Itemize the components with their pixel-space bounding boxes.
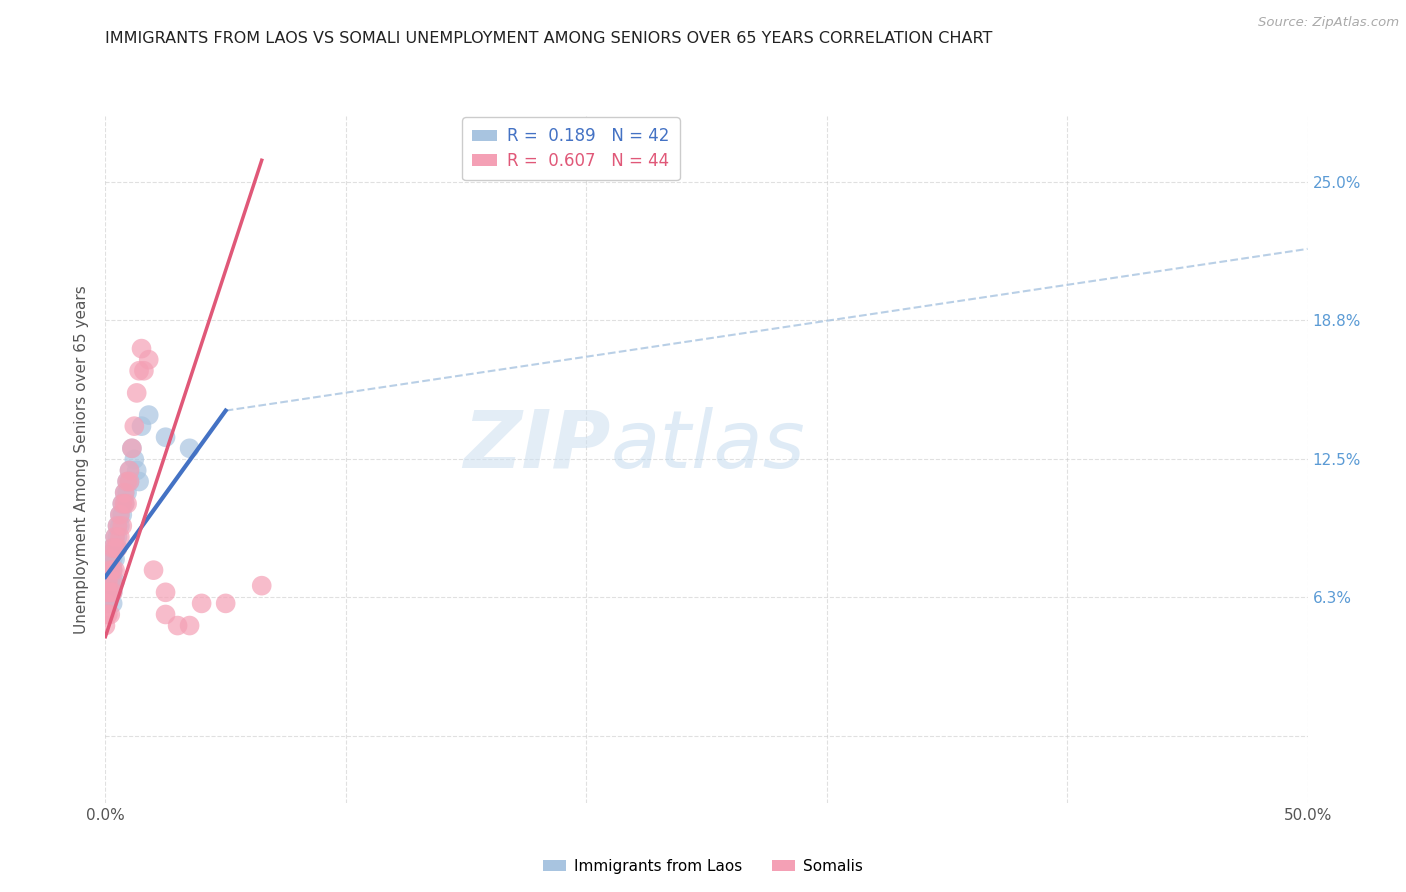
- Point: [155, 430, 177, 444]
- Point: [104, 552, 127, 566]
- Point: [94, 596, 117, 610]
- Point: [190, 596, 212, 610]
- Point: [121, 442, 143, 456]
- Point: [118, 475, 141, 489]
- Point: [104, 530, 127, 544]
- Point: [138, 352, 160, 367]
- Point: [97, 585, 120, 599]
- Point: [125, 463, 148, 477]
- Text: IMMIGRANTS FROM LAOS VS SOMALI UNEMPLOYMENT AMONG SENIORS OVER 65 YEARS CORRELAT: IMMIGRANTS FROM LAOS VS SOMALI UNEMPLOYM…: [105, 31, 993, 46]
- Point: [104, 530, 127, 544]
- Text: Source: ZipAtlas.com: Source: ZipAtlas.com: [1258, 16, 1399, 29]
- Point: [121, 442, 143, 456]
- Point: [107, 530, 129, 544]
- Point: [98, 563, 121, 577]
- Point: [101, 552, 124, 566]
- Point: [101, 585, 124, 599]
- Point: [104, 574, 127, 589]
- Point: [132, 364, 155, 378]
- Point: [155, 585, 177, 599]
- Point: [118, 475, 141, 489]
- Point: [128, 475, 150, 489]
- Point: [138, 408, 160, 422]
- Legend: R =  0.189   N = 42, R =  0.607   N = 44: R = 0.189 N = 42, R = 0.607 N = 44: [463, 118, 679, 180]
- Point: [111, 497, 134, 511]
- Point: [108, 530, 131, 544]
- Point: [111, 508, 134, 522]
- Text: atlas: atlas: [610, 407, 806, 484]
- Point: [111, 497, 134, 511]
- Point: [94, 618, 117, 632]
- Point: [101, 574, 124, 589]
- Point: [94, 596, 117, 610]
- Point: [98, 607, 121, 622]
- Point: [131, 419, 153, 434]
- Text: ZIP: ZIP: [463, 407, 610, 484]
- Point: [118, 463, 141, 477]
- Point: [101, 541, 124, 555]
- Point: [94, 585, 117, 599]
- Point: [97, 574, 120, 589]
- Point: [114, 485, 136, 500]
- Point: [131, 342, 153, 356]
- Point: [115, 485, 138, 500]
- Point: [114, 485, 136, 500]
- Point: [107, 519, 129, 533]
- Legend: Immigrants from Laos, Somalis: Immigrants from Laos, Somalis: [537, 853, 869, 880]
- Point: [97, 563, 120, 577]
- Point: [98, 552, 121, 566]
- Point: [114, 497, 136, 511]
- Point: [98, 585, 121, 599]
- Point: [179, 618, 201, 632]
- Point: [115, 497, 138, 511]
- Point: [128, 364, 150, 378]
- Point: [142, 563, 165, 577]
- Point: [124, 419, 146, 434]
- Point: [107, 541, 129, 555]
- Point: [101, 563, 124, 577]
- Point: [115, 475, 138, 489]
- Point: [111, 519, 134, 533]
- Point: [108, 508, 131, 522]
- Y-axis label: Unemployment Among Seniors over 65 years: Unemployment Among Seniors over 65 years: [75, 285, 90, 633]
- Point: [101, 574, 124, 589]
- Point: [125, 385, 148, 400]
- Point: [97, 585, 120, 599]
- Point: [101, 596, 124, 610]
- Point: [104, 563, 127, 577]
- Point: [107, 519, 129, 533]
- Point: [97, 607, 120, 622]
- Point: [98, 574, 121, 589]
- Point: [114, 497, 136, 511]
- Point: [98, 585, 121, 599]
- Point: [104, 541, 127, 555]
- Point: [250, 579, 273, 593]
- Point: [94, 607, 117, 622]
- Point: [97, 596, 120, 610]
- Point: [101, 585, 124, 599]
- Point: [98, 563, 121, 577]
- Point: [214, 596, 236, 610]
- Point: [124, 452, 146, 467]
- Point: [98, 552, 121, 566]
- Point: [94, 574, 117, 589]
- Point: [115, 475, 138, 489]
- Point: [104, 541, 127, 555]
- Point: [179, 442, 201, 456]
- Point: [166, 618, 188, 632]
- Point: [107, 541, 129, 555]
- Point: [97, 574, 120, 589]
- Point: [108, 508, 131, 522]
- Point: [118, 463, 141, 477]
- Point: [108, 519, 131, 533]
- Point: [155, 607, 177, 622]
- Point: [101, 541, 124, 555]
- Point: [101, 563, 124, 577]
